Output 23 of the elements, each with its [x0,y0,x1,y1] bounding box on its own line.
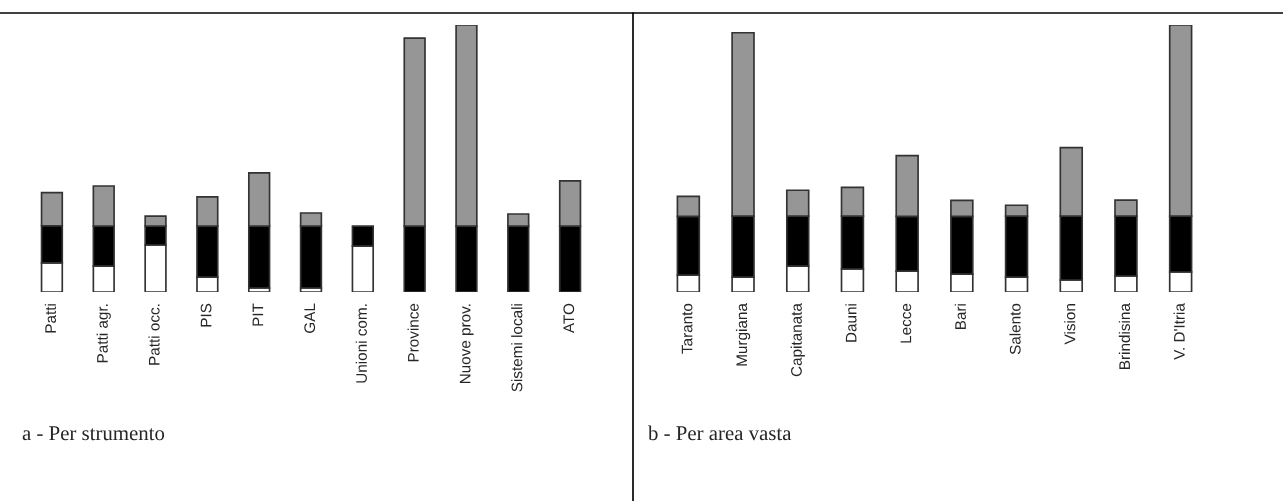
x-tick-label: Salento [1009,303,1021,355]
x-tick-label: Patti [44,304,57,333]
x-tick-label: Patti agr. [96,304,111,363]
x-tick-label: Patti occ. [148,304,160,365]
x-tick-label: PIT [252,303,264,326]
x-tick-label: Taranto [681,303,693,354]
x-tick-label: Sistemi locali [511,304,523,392]
x-tick-label: ATO [563,303,575,334]
x-tick-label: PIS [200,303,212,327]
x-tick-label: Lecce [900,303,912,343]
x-tick-label: Murgiana [735,303,751,366]
text: a - Per strumento [22,426,165,441]
x-tick-label: Capitanata [790,303,805,377]
x-tick-label: Province [407,303,419,362]
text: b - Per area vasta [648,425,792,441]
x-tick-label: Bari [954,304,966,330]
x-tick-label: Vision [1064,304,1076,345]
x-tick-label: Nuove prov. [459,304,474,384]
x-tick-label: V. D'Itria [1173,303,1185,360]
x-tick-label: Brindisina [1118,303,1131,369]
x-tick-label: GAL [304,303,316,333]
x-tick-label: Dauni [845,304,857,342]
x-tick-label: Unioni com. [355,304,367,383]
